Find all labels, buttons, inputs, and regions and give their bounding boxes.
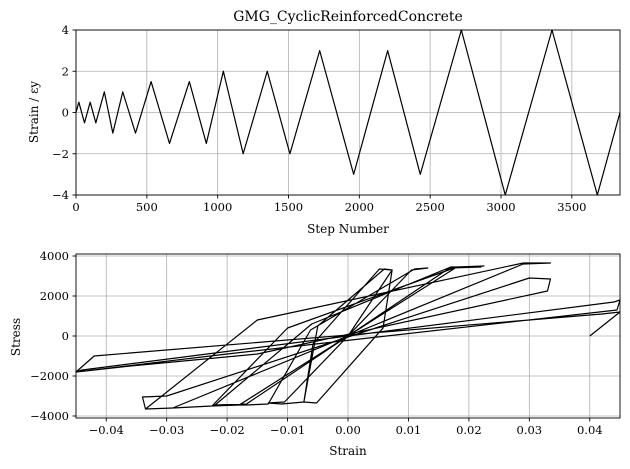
x-axis: 0 500 1000 1500 2000 2500 3000 3500 — [72, 195, 586, 214]
strain-history-chart: GMG_CyclicReinforcedConcrete 0 500 1000 150… — [27, 9, 621, 236]
stress-strain-chart: −0.04 −0.03 −0.02 −0.01 0.00 0.01 0.02 0.03 0.04… — [9, 249, 621, 458]
y-tick-label: 4000 — [40, 249, 69, 263]
x-tick-label: 2000 — [345, 200, 374, 214]
x-axis-label: Strain — [329, 444, 367, 458]
x-tick-label: 0.00 — [335, 423, 361, 437]
x-tick-label: 0 — [72, 200, 79, 214]
y-axis-label: Strain / εy — [27, 81, 41, 143]
x-axis-label: Step Number — [307, 222, 389, 236]
x-tick-label: −0.02 — [209, 423, 244, 437]
x-tick-label: 0.02 — [456, 423, 482, 437]
x-tick-label: 3000 — [486, 200, 515, 214]
y-axis: −4 −2 0 2 4 — [52, 23, 76, 202]
series-line — [75, 29, 621, 196]
x-axis: −0.04 −0.03 −0.02 −0.01 0.00 0.01 0.02 0.03 0.04 — [89, 418, 603, 437]
x-tick-label: 2500 — [416, 200, 445, 214]
y-tick-label: −2000 — [30, 369, 69, 383]
y-tick-label: 2 — [62, 64, 69, 78]
series-line — [75, 262, 621, 410]
y-tick-label: −2 — [52, 147, 69, 161]
x-tick-label: 0.03 — [517, 423, 543, 437]
y-tick-label: 0 — [62, 106, 69, 120]
x-tick-label: 3500 — [557, 200, 586, 214]
y-tick-label: 4 — [62, 23, 69, 37]
x-tick-label: 0.01 — [396, 423, 422, 437]
y-axis: −4000 −2000 0 2000 4000 — [30, 249, 76, 423]
x-tick-label: 0.04 — [577, 423, 603, 437]
grid — [75, 29, 620, 196]
grid — [76, 254, 620, 418]
x-tick-label: −0.01 — [270, 423, 305, 437]
y-tick-label: −4 — [52, 188, 69, 202]
y-tick-label: 2000 — [40, 289, 69, 303]
y-axis-label: Stress — [9, 318, 23, 356]
y-tick-label: 0 — [62, 329, 69, 343]
y-tick-label: −4000 — [30, 409, 69, 423]
x-tick-label: −0.04 — [89, 423, 124, 437]
x-tick-label: −0.03 — [149, 423, 184, 437]
x-tick-label: 500 — [136, 200, 158, 214]
chart-title: GMG_CyclicReinforcedConcrete — [233, 9, 463, 25]
x-tick-label: 1500 — [274, 200, 303, 214]
x-tick-label: 1000 — [203, 200, 232, 214]
